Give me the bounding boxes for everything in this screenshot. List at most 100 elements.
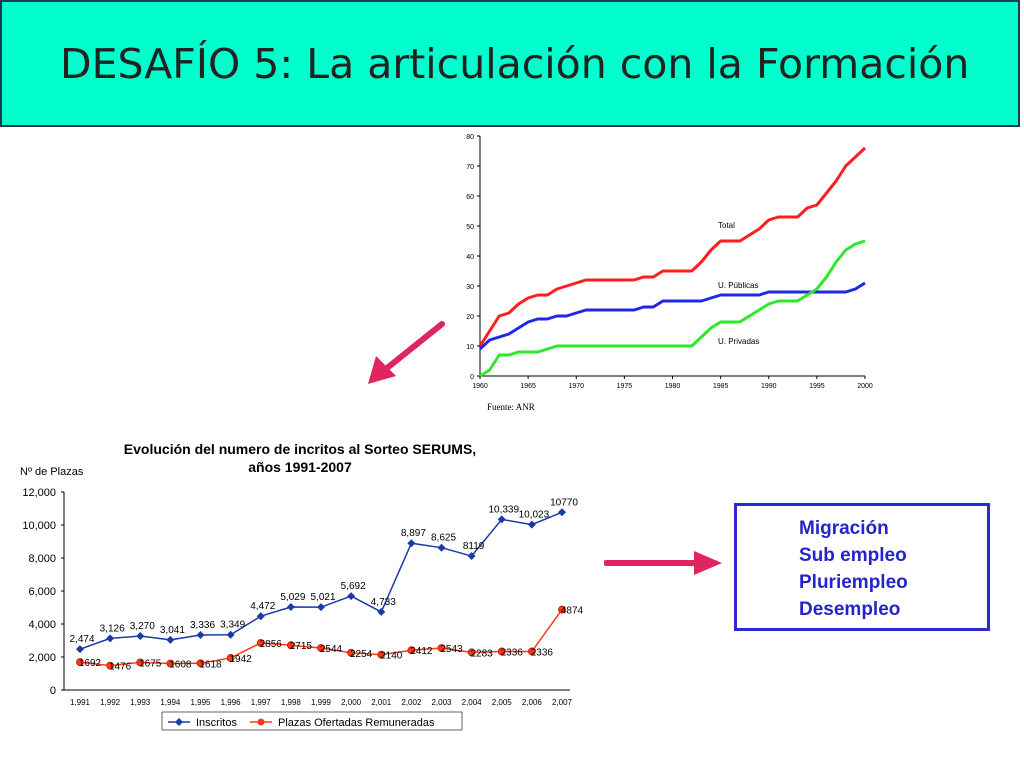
plazas-point <box>136 658 145 667</box>
plazas-point <box>286 641 295 650</box>
x-tick-label: 1985 <box>713 383 729 390</box>
plazas-data-label: 1692 <box>79 658 102 669</box>
plazas-data-label: 2336 <box>501 647 524 658</box>
source-note: Fuente: ANR <box>487 402 535 412</box>
y-tick-label: 50 <box>466 224 474 231</box>
x-tick-label: 1990 <box>761 383 777 390</box>
y-tick-label: 20 <box>466 314 474 321</box>
right-arrow-icon <box>604 551 722 575</box>
inscritos-data-label: 8,897 <box>401 528 426 539</box>
y-tick-label: 70 <box>466 164 474 171</box>
inscritos-data-label: 5,692 <box>341 581 366 592</box>
plazas-point <box>226 654 235 662</box>
x-tick-label: 2,000 <box>341 698 362 707</box>
plazas-point <box>467 648 476 657</box>
inscritos-point <box>286 603 295 612</box>
inscritos-data-label: 4,733 <box>371 597 396 608</box>
series-line-2 <box>478 281 866 351</box>
diagonal-arrow-icon <box>368 321 445 384</box>
plazas-point <box>407 646 416 655</box>
inscritos-data-label: 5,021 <box>310 592 335 603</box>
x-tick-label: 2,001 <box>371 698 392 707</box>
plazas-data-label: 2283 <box>471 648 494 659</box>
inscritos-point <box>558 508 566 517</box>
plazas-data-label: 1618 <box>199 659 222 670</box>
x-tick-label: 1,991 <box>70 698 91 707</box>
y-tick-label: 2,000 <box>28 652 56 664</box>
inscritos-point <box>196 630 205 639</box>
universities-growth-chart: 0 10 20 30 40 50 60 70 80 1960 1965 1970 1975 1980 198… <box>466 134 873 412</box>
inscritos-point <box>467 552 476 561</box>
series-label: Total <box>718 221 735 230</box>
inscritos-data-label: 3,126 <box>100 623 125 634</box>
callout-item-sub-empleo: Sub empleo <box>799 545 907 566</box>
inscritos-data-label: 3,349 <box>220 620 245 631</box>
plazas-data-label: 1942 <box>230 654 253 665</box>
inscritos-point <box>377 607 386 616</box>
y-tick-label: 40 <box>466 254 474 261</box>
x-tick-label: 2,004 <box>462 698 483 707</box>
series-label: U. Públicas <box>718 281 758 290</box>
legend-box <box>161 711 463 731</box>
x-tick-label: 1,994 <box>160 698 181 707</box>
plazas-data-label: 2412 <box>410 646 433 657</box>
series-line-1 <box>478 146 867 347</box>
chart-subtitle: años 1991-2007 <box>248 459 352 475</box>
inscritos-data-label: 3,270 <box>130 621 155 632</box>
inscritos-point <box>166 635 175 644</box>
inscritos-data-label: 5,029 <box>280 592 305 603</box>
x-tick-label: 1,995 <box>190 698 211 707</box>
plazas-point <box>527 647 536 656</box>
plazas-data-label: 4874 <box>561 606 584 617</box>
plazas-data-label: 2140 <box>380 651 403 662</box>
callout-item-migracion: Migración <box>799 518 889 539</box>
plazas-data-label: 1675 <box>139 658 162 669</box>
x-tick-label: 1965 <box>520 383 536 390</box>
inscritos-data-label: 3,041 <box>160 625 185 636</box>
x-tick-label: 2,006 <box>522 698 543 707</box>
x-tick-label: 2,005 <box>492 698 513 707</box>
inscritos-data-label: 10,023 <box>519 510 550 521</box>
y-tick-label: 0 <box>50 685 56 697</box>
y-tick-label: 60 <box>466 194 474 201</box>
plazas-point <box>558 605 566 614</box>
inscritos-point <box>407 539 416 548</box>
y-tick-label: 10 <box>466 344 474 351</box>
plazas-point <box>106 661 115 670</box>
x-tick-label: 1,998 <box>281 698 302 707</box>
inscritos-point <box>136 632 145 641</box>
y-tick-label: 10,000 <box>22 520 56 532</box>
x-tick-label: 1970 <box>568 383 584 390</box>
x-tick-label: 1960 <box>472 383 488 390</box>
plazas-data-label: 2543 <box>440 644 463 655</box>
plazas-data-label: 2254 <box>350 649 373 660</box>
plazas-point <box>256 638 265 647</box>
plazas-point <box>166 659 175 668</box>
inscritos-point <box>497 515 506 524</box>
y-tick-label: 6,000 <box>28 586 56 598</box>
inscritos-point <box>226 630 235 639</box>
series-label: U. Privadas <box>718 337 759 346</box>
serums-enrollment-chart: Evolución del numero de incritos al Sort… <box>20 441 584 731</box>
slide-title: DESAFÍO 5: La articulación con la Formac… <box>60 40 970 88</box>
x-tick-label: 2,007 <box>552 698 573 707</box>
y-tick-label: 8,000 <box>28 553 56 565</box>
inscritos-data-label: 8,625 <box>431 533 456 544</box>
plazas-point <box>437 644 446 652</box>
inscritos-data-label: 4,472 <box>250 601 275 612</box>
y-axis-label: Nº de Plazas <box>20 466 84 478</box>
x-tick-label: 2,002 <box>401 698 422 707</box>
x-tick-label: 1,996 <box>221 698 242 707</box>
inscritos-point <box>256 612 265 621</box>
inscritos-point <box>527 520 536 529</box>
inscritos-data-label: 8119 <box>463 541 485 552</box>
x-tick-label: 1975 <box>617 383 633 390</box>
plazas-data-label: 2715 <box>290 641 313 652</box>
inscritos-point <box>106 634 115 643</box>
x-tick-label: 1,997 <box>251 698 272 707</box>
x-tick-label: 1,992 <box>100 698 121 707</box>
y-tick-label: 0 <box>470 374 474 381</box>
title-banner: DESAFÍO 5: La articulación con la Formac… <box>0 0 1020 127</box>
inscritos-point <box>317 603 325 612</box>
inscritos-point <box>437 543 446 552</box>
